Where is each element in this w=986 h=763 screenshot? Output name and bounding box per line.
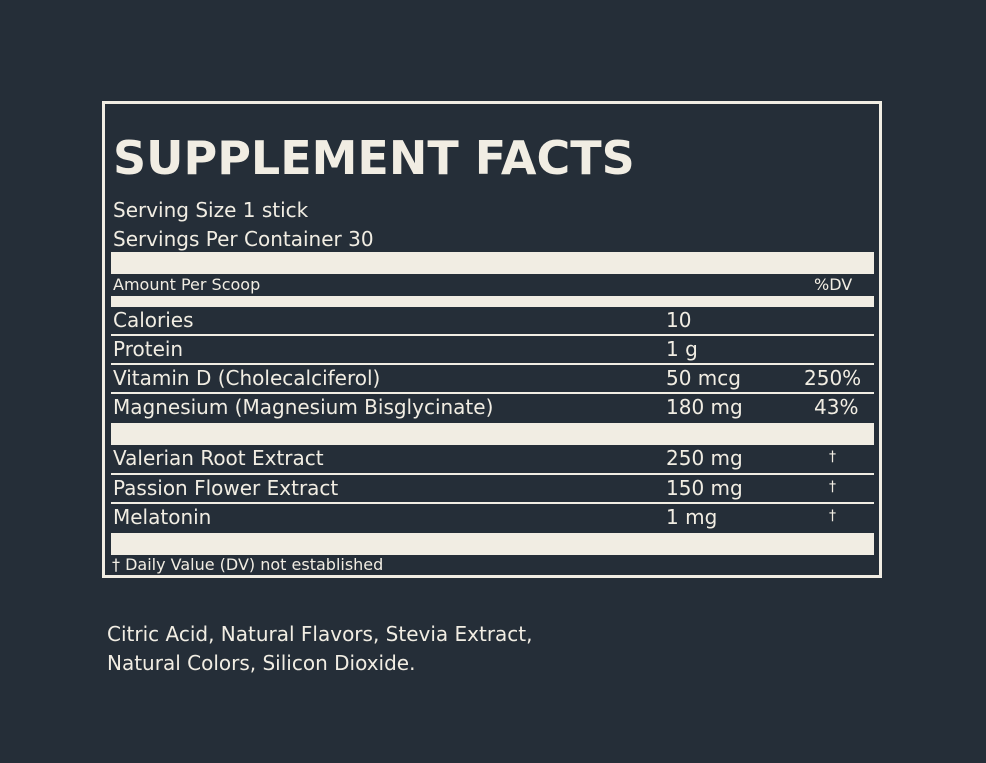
- nutrient-name: Magnesium (Magnesium Bisglycinate): [113, 395, 494, 419]
- amount-per-scoop-header: Amount Per Scoop: [113, 275, 261, 294]
- row-divider: [111, 473, 874, 475]
- extract-amount: 250 mg: [666, 446, 743, 470]
- extract-amount: 1 mg: [666, 505, 718, 529]
- nutrient-name: Vitamin D (Cholecalciferol): [113, 366, 381, 390]
- nutrient-amount: 180 mg: [666, 395, 743, 419]
- extract-name: Valerian Root Extract: [113, 446, 324, 470]
- serving-size: Serving Size 1 stick: [113, 198, 309, 222]
- row-divider: [111, 502, 874, 504]
- extract-dv: †: [829, 449, 836, 465]
- footnote: † Daily Value (DV) not established: [112, 555, 384, 574]
- nutrient-amount: 1 g: [666, 337, 698, 361]
- ingredients-line: Natural Colors, Silicon Dioxide.: [107, 651, 416, 675]
- dv-header: %DV: [814, 275, 853, 294]
- nutrient-name: Protein: [113, 337, 184, 361]
- nutrient-amount: 50 mcg: [666, 366, 741, 390]
- row-divider: [111, 392, 874, 394]
- extract-name: Passion Flower Extract: [113, 476, 339, 500]
- divider-thick: [111, 423, 874, 445]
- row-divider: [111, 363, 874, 365]
- row-divider: [111, 334, 874, 336]
- extract-dv: †: [829, 479, 836, 495]
- extract-amount: 150 mg: [666, 476, 743, 500]
- ingredients-line: Citric Acid, Natural Flavors, Stevia Ext…: [107, 622, 533, 646]
- divider-thick: [111, 252, 874, 274]
- nutrient-amount: 10: [666, 308, 692, 332]
- nutrient-name: Calories: [113, 308, 194, 332]
- other-ingredients: Citric Acid, Natural Flavors, Stevia Ext…: [107, 620, 533, 678]
- extract-name: Melatonin: [113, 505, 212, 529]
- divider-medium: [111, 296, 874, 307]
- nutrient-dv: 43%: [814, 395, 859, 419]
- supplement-facts-panel: SUPPLEMENT FACTS Serving Size 1 stick Se…: [102, 101, 882, 578]
- extract-dv: †: [829, 508, 836, 524]
- panel-title: SUPPLEMENT FACTS: [113, 131, 635, 185]
- divider-thick: [111, 533, 874, 555]
- servings-per-container: Servings Per Container 30: [113, 227, 374, 251]
- nutrient-dv: 250%: [804, 366, 862, 390]
